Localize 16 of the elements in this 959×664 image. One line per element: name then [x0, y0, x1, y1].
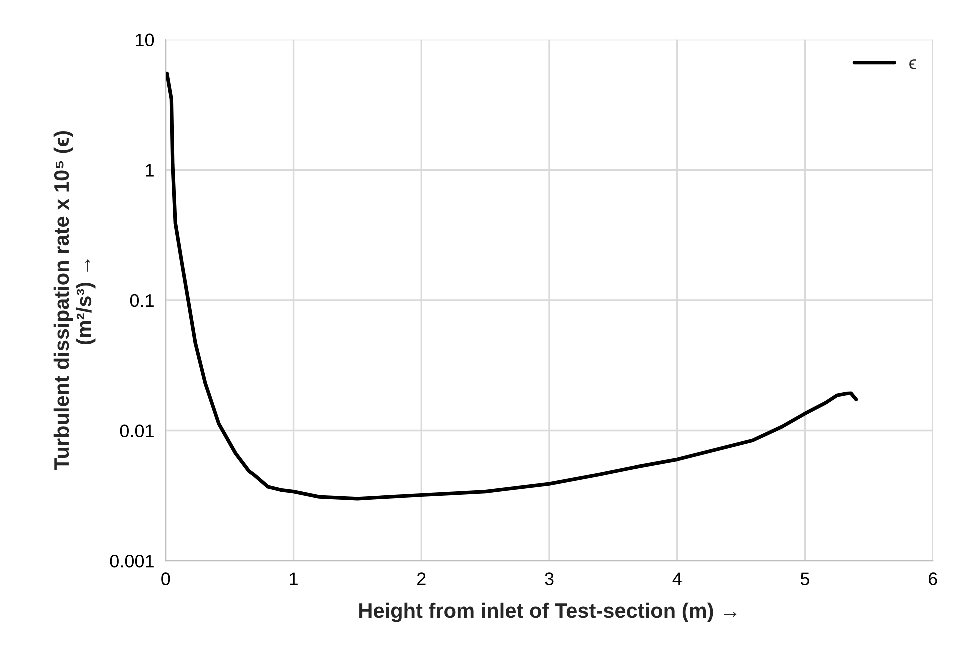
y-tick-label: 10	[136, 34, 154, 47]
y-tick-label: 0.001	[110, 555, 154, 568]
y-tick-label: 0.01	[120, 424, 154, 438]
line-series	[166, 72, 858, 501]
x-tick-label: 4	[672, 572, 682, 586]
y-tick-label: 1	[146, 164, 154, 177]
x-tick-label: 0	[162, 572, 170, 586]
x-tick-label: 5	[800, 572, 810, 586]
y-tick-label: 0.1	[130, 294, 154, 308]
x-tick-label: 1	[290, 572, 298, 586]
x-axis-title: Height from inlet of Test-section (m) →	[360, 602, 737, 622]
legend-label: ϵ	[910, 60, 916, 70]
x-tick-label: 6	[929, 572, 938, 586]
x-tick-label: 3	[545, 572, 554, 586]
x-tick-label: 2	[418, 572, 426, 586]
y-axis-title: Turbulent dissipation rate x 10⁵ (ϵ) (m²/s³) →	[54, 131, 96, 470]
